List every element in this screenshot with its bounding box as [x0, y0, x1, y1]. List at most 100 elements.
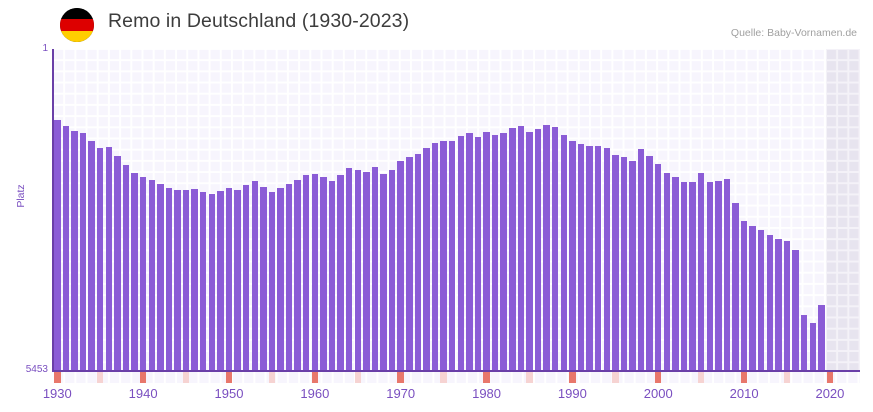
y-axis-line	[52, 49, 54, 371]
x-axis-decade-tick	[655, 372, 662, 383]
bar	[234, 190, 241, 371]
bar	[663, 173, 671, 371]
y-axis-title: Platz	[15, 184, 27, 208]
bar	[131, 173, 138, 371]
bar	[397, 161, 404, 371]
bar	[328, 181, 336, 371]
x-axis-minor-tick	[783, 372, 791, 383]
bar	[225, 188, 233, 371]
x-axis-tick-label: 2000	[643, 386, 673, 401]
x-axis-minor-tick	[697, 372, 705, 383]
bar	[88, 141, 95, 371]
bar	[740, 221, 748, 371]
bar	[139, 177, 147, 371]
x-axis-minor-tick	[96, 372, 104, 383]
bar	[783, 241, 791, 371]
bar	[758, 230, 765, 371]
bar	[457, 136, 464, 371]
flag-band-red	[60, 19, 94, 31]
x-axis-minor-tick	[440, 372, 447, 383]
bar	[208, 194, 216, 371]
bar	[157, 184, 164, 371]
bar	[637, 149, 645, 371]
bar	[594, 146, 602, 371]
bar	[285, 184, 293, 371]
bar	[809, 323, 816, 371]
bar	[260, 187, 267, 371]
x-axis-decade-tick	[826, 372, 834, 383]
bar	[706, 182, 713, 371]
bar	[79, 133, 87, 371]
bar	[517, 126, 525, 371]
bar	[612, 155, 619, 371]
bar	[526, 132, 533, 371]
bar	[655, 164, 662, 371]
x-axis-tick-label: 2020	[815, 386, 845, 401]
x-axis-decade-tick	[54, 372, 61, 383]
bar	[354, 170, 361, 371]
no-data-region	[825, 49, 860, 371]
y-axis-top-label: 1	[42, 43, 48, 54]
bar	[818, 305, 825, 371]
bar	[406, 157, 413, 371]
flag-band-black	[60, 8, 94, 20]
x-axis-tick-label: 1950	[214, 386, 244, 401]
bar	[96, 148, 104, 371]
bar	[431, 143, 439, 371]
x-axis-tick-label: 1930	[42, 386, 72, 401]
bar	[371, 167, 379, 371]
bar	[569, 141, 576, 371]
x-axis-minor-tick	[182, 372, 190, 383]
page-title: Remo in Deutschland (1930-2023)	[108, 10, 410, 32]
bar	[800, 315, 808, 371]
bar	[723, 179, 731, 371]
y-axis-bottom-label: 5453	[25, 364, 48, 375]
x-axis-decade-tick	[397, 372, 404, 383]
bar	[191, 189, 198, 371]
bar	[182, 190, 190, 371]
bar	[672, 177, 679, 371]
bar	[620, 157, 628, 371]
x-axis-decade-tick	[139, 372, 147, 383]
bar	[500, 133, 507, 371]
bar	[122, 165, 130, 371]
bar	[646, 156, 653, 371]
bar	[242, 185, 250, 371]
source-attribution: Quelle: Baby-Vornamen.de	[730, 27, 857, 39]
bar	[440, 141, 447, 371]
bar	[543, 125, 550, 371]
bar	[114, 156, 121, 371]
x-axis-tick-label: 1970	[386, 386, 416, 401]
bar	[200, 192, 207, 371]
x-axis-tick-strip	[53, 372, 860, 383]
x-axis-tick-label: 1990	[557, 386, 587, 401]
bar	[174, 190, 181, 371]
x-axis-tick-label: 1960	[300, 386, 330, 401]
x-axis-tick-label: 2010	[729, 386, 759, 401]
bar	[474, 137, 482, 371]
bar	[414, 154, 422, 371]
bar	[105, 147, 113, 371]
x-axis-tick-label: 1980	[472, 386, 502, 401]
x-axis-decade-tick	[569, 372, 576, 383]
bar	[165, 188, 173, 371]
x-axis-decade-tick	[311, 372, 319, 383]
bar	[629, 161, 636, 371]
bar	[311, 174, 319, 371]
bar	[303, 175, 310, 371]
bar	[491, 135, 499, 371]
bar	[534, 129, 542, 371]
x-axis-decade-tick	[225, 372, 233, 383]
bar	[54, 120, 61, 371]
german-flag-icon	[60, 8, 94, 42]
bar	[294, 180, 301, 371]
bar	[337, 175, 344, 371]
bar	[251, 181, 258, 371]
bar	[766, 235, 774, 371]
bar-series	[53, 49, 860, 371]
bar	[689, 182, 696, 371]
bar	[775, 239, 782, 371]
bar	[732, 203, 739, 371]
bar	[217, 191, 224, 371]
